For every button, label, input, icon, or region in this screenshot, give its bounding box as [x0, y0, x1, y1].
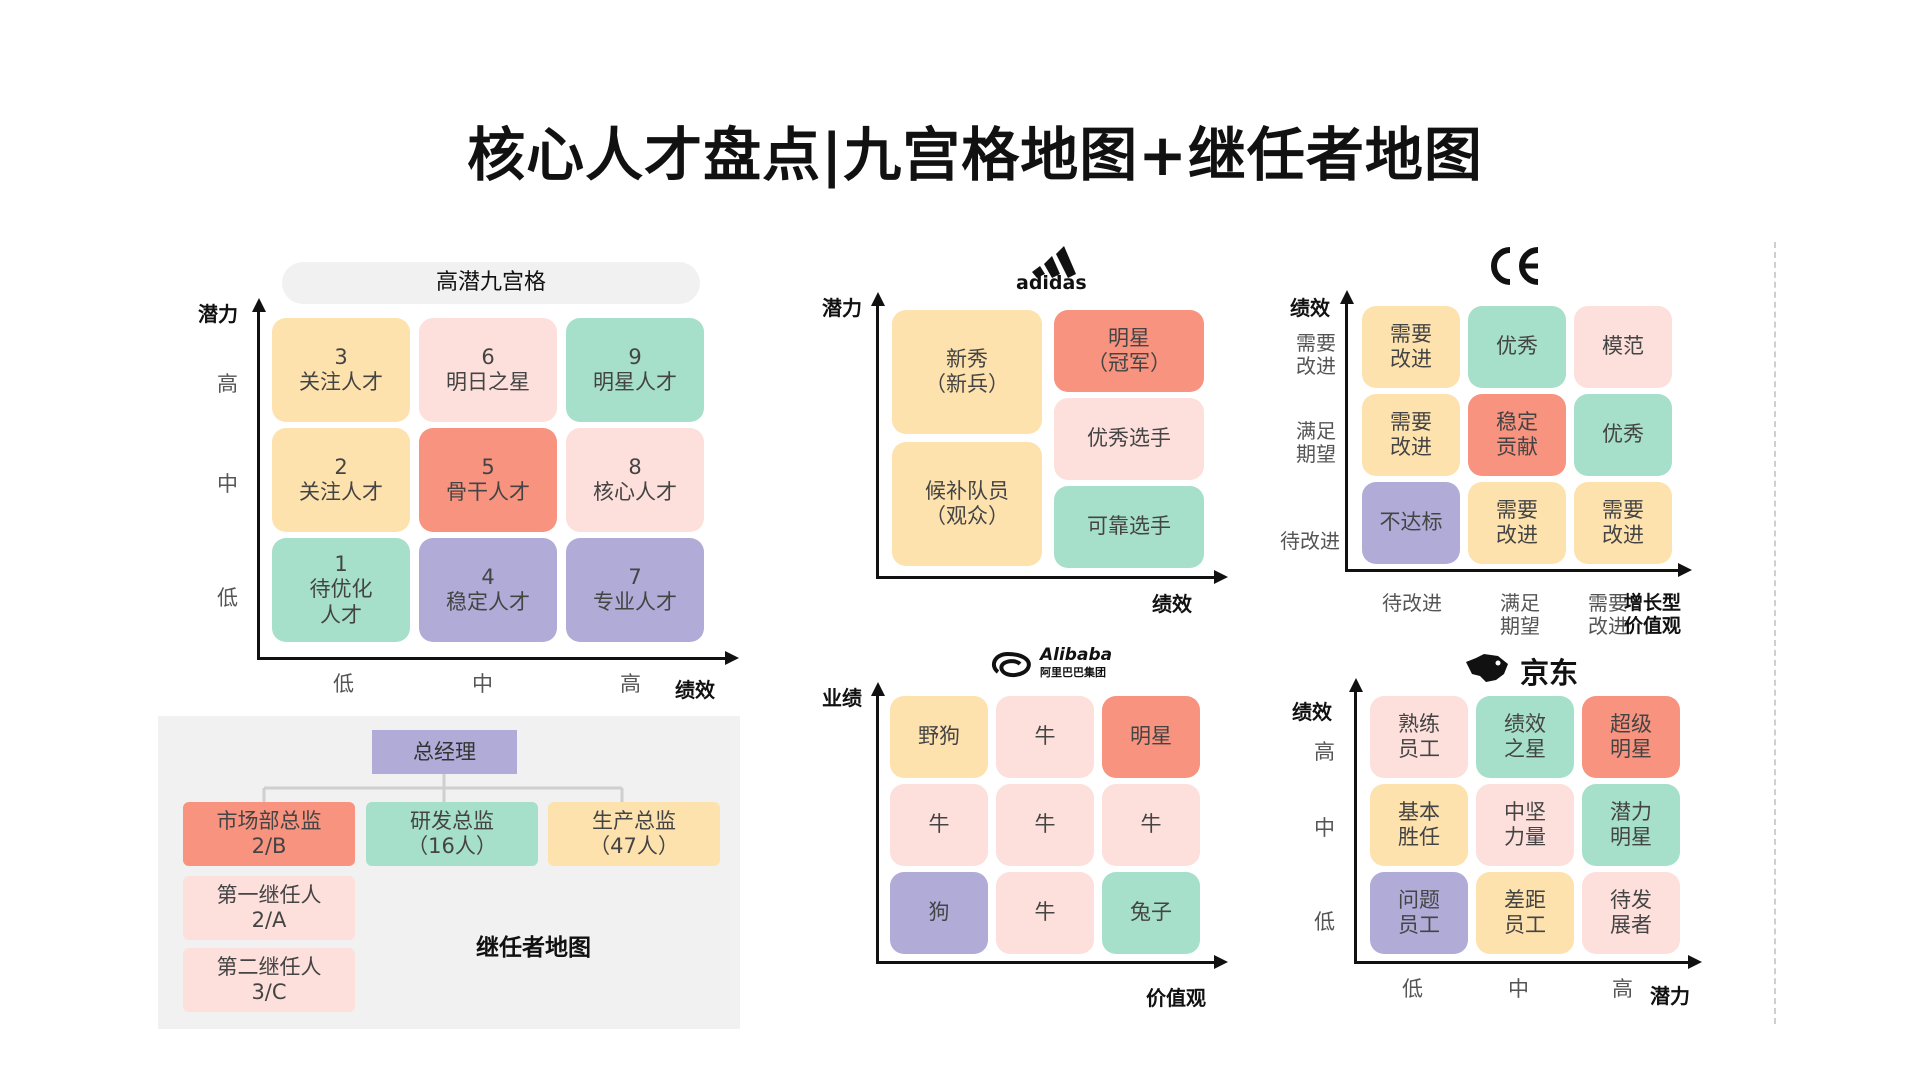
nine-box-cell: 6 明日之星	[419, 318, 557, 422]
jd-cell: 超级 明星	[1582, 696, 1680, 778]
successor-box: 第一继任人 2/A	[183, 876, 355, 940]
nine-box-x-axis-label: 绩效	[675, 678, 715, 702]
ge-cell: 不达标	[1362, 482, 1460, 564]
ge-cell: 优秀	[1574, 394, 1672, 476]
alibaba-cell: 明星	[1102, 696, 1200, 778]
jd-y-tick: 高	[1314, 740, 1335, 764]
nine-box-y-tick: 高	[217, 372, 238, 396]
alibaba-cell: 狗	[890, 872, 988, 954]
alibaba-cell: 牛	[996, 696, 1094, 778]
alibaba-cell: 牛	[890, 784, 988, 866]
jd-cell: 基本 胜任	[1370, 784, 1468, 866]
jd-x-tick: 高	[1612, 977, 1633, 1001]
alibaba-cell: 野狗	[890, 696, 988, 778]
nine-box-cell: 2 关注人才	[272, 428, 410, 532]
alibaba-logo-en: Alibaba	[1040, 645, 1113, 665]
alibaba-logo-cn: 阿里巴巴集团	[1040, 666, 1106, 679]
jd-cell: 潜力 明星	[1582, 784, 1680, 866]
nine-box-x-tick: 低	[333, 672, 354, 696]
ge-cell: 优秀	[1468, 306, 1566, 388]
ge-logo-icon	[1491, 247, 1539, 285]
alibaba-logo-icon	[991, 651, 1031, 677]
adidas-logo-icon	[1032, 246, 1076, 278]
jd-x-tick: 中	[1508, 977, 1529, 1001]
nine-box-x-tick: 高	[620, 672, 641, 696]
adidas-cell: 明星 （冠军）	[1054, 310, 1204, 392]
jd-y-tick: 低	[1314, 910, 1335, 934]
alibaba-cell: 牛	[996, 784, 1094, 866]
jd-x-tick: 低	[1402, 977, 1423, 1001]
nine-box-cell: 9 明星人才	[566, 318, 704, 422]
jd-y-tick: 中	[1314, 816, 1335, 840]
adidas-cell: 优秀选手	[1054, 398, 1204, 480]
nine-box-cell: 5 骨干人才	[419, 428, 557, 532]
nine-box-cell: 4 稳定人才	[419, 538, 557, 642]
alibaba-y-axis-label: 业绩	[822, 686, 862, 710]
jd-cell: 差距 员工	[1476, 872, 1574, 954]
successor-box: 第二继任人 3/C	[183, 948, 355, 1012]
nine-box-y-tick: 中	[217, 472, 238, 496]
nine-box-y-axis-label: 潜力	[198, 302, 238, 326]
ge-cell: 稳定 贡献	[1468, 394, 1566, 476]
jd-cell: 待发 展者	[1582, 872, 1680, 954]
ge-x-axis-label: 增长型 价值观	[1624, 592, 1682, 637]
ge-x-tick: 满足 期望	[1500, 591, 1540, 638]
adidas-x-axis-label: 绩效	[1152, 592, 1192, 616]
jd-x-axis-label: 潜力	[1650, 984, 1690, 1008]
nine-box-x-tick: 中	[472, 672, 493, 696]
divider	[1774, 242, 1776, 1024]
ge-cell: 需要 改进	[1574, 482, 1672, 564]
adidas-cell: 可靠选手	[1054, 486, 1204, 568]
jd-cell: 熟练 员工	[1370, 696, 1468, 778]
nine-box-cell: 1 待优化 人才	[272, 538, 410, 642]
succession-role-box: 研发总监 （16人）	[366, 802, 538, 866]
jd-cell: 绩效 之星	[1476, 696, 1574, 778]
adidas-cell: 候补队员 （观众）	[892, 442, 1042, 566]
nine-box-header: 高潜九宫格	[282, 262, 700, 304]
ge-x-tick: 需要 改进	[1588, 591, 1628, 638]
alibaba-x-axis-label: 价值观	[1146, 986, 1206, 1010]
ge-cell: 需要 改进	[1362, 394, 1460, 476]
nine-box-cell: 3 关注人才	[272, 318, 410, 422]
alibaba-cell: 兔子	[1102, 872, 1200, 954]
succession-connectors	[262, 774, 624, 802]
alibaba-cell: 牛	[1102, 784, 1200, 866]
adidas-logo-text: adidas	[1016, 272, 1087, 294]
jd-y-axis-label: 绩效	[1292, 700, 1332, 724]
ge-y-tick: 满足 期望	[1296, 419, 1336, 466]
page-title: 核心人才盘点|九宫格地图+继任者地图	[467, 121, 1483, 189]
general-manager-box: 总经理	[372, 730, 517, 774]
ge-cell: 需要 改进	[1362, 306, 1460, 388]
ge-y-tick: 待改进	[1280, 529, 1340, 553]
adidas-y-axis-label: 潜力	[822, 296, 862, 320]
jd-logo-text: 京东	[1520, 656, 1579, 690]
ge-x-tick: 待改进	[1382, 591, 1442, 615]
adidas-cell: 新秀 （新兵）	[892, 310, 1042, 434]
ge-cell: 需要 改进	[1468, 482, 1566, 564]
alibaba-cell: 牛	[996, 872, 1094, 954]
ge-y-tick: 需要 改进	[1296, 331, 1336, 378]
ge-cell: 模范	[1574, 306, 1672, 388]
succession-role-box: 市场部总监 2/B	[183, 802, 355, 866]
jd-dog-logo-icon	[1466, 654, 1508, 682]
jd-cell: 中坚 力量	[1476, 784, 1574, 866]
nine-box-cell: 8 核心人才	[566, 428, 704, 532]
nine-box-y-tick: 低	[217, 586, 238, 610]
succession-title: 继任者地图	[476, 935, 591, 961]
ge-y-axis-label: 绩效	[1290, 296, 1330, 320]
succession-role-box: 生产总监 （47人）	[548, 802, 720, 866]
nine-box-cell: 7 专业人才	[566, 538, 704, 642]
jd-cell: 问题 员工	[1370, 872, 1468, 954]
